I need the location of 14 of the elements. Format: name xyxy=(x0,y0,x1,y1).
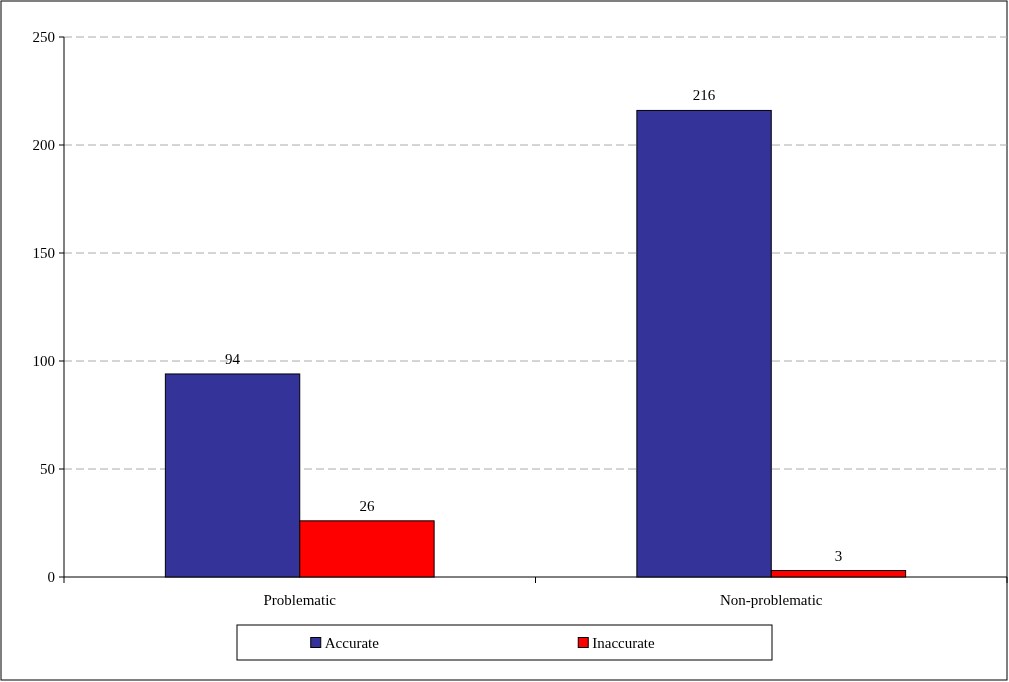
x-tick-label: Problematic xyxy=(263,592,337,608)
data-label: 3 xyxy=(834,547,843,564)
y-tick-label: 0 xyxy=(47,569,55,586)
data-label: 94 xyxy=(225,350,241,367)
legend-label: Accurate xyxy=(324,634,380,651)
y-tick-label: 200 xyxy=(32,137,55,154)
legend-label: Inaccurate xyxy=(592,634,656,651)
y-tick-label: 250 xyxy=(32,29,55,46)
x-tick-label: Non-problematic xyxy=(720,592,823,608)
data-label: 26 xyxy=(359,497,375,514)
y-tick-label: 100 xyxy=(32,353,55,370)
y-tick-label: 150 xyxy=(32,245,55,262)
data-label: 216 xyxy=(692,87,716,104)
y-tick-label: 50 xyxy=(40,461,55,478)
